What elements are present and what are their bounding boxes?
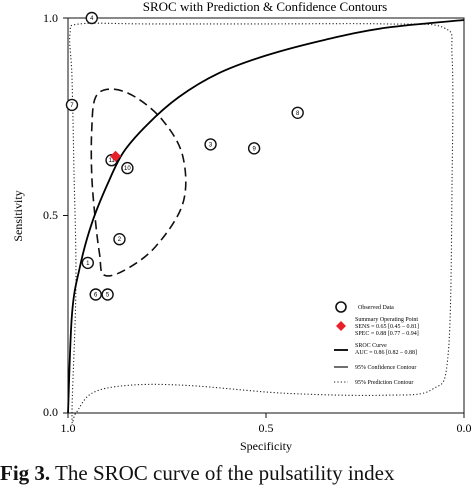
legend-confidence-label: 95% Confidence Contour (355, 364, 416, 371)
study-point-6 (89, 288, 102, 301)
legend-summary-marker (336, 321, 346, 331)
study-point-label-7: 7 (70, 103, 74, 109)
prediction-contour (69, 22, 454, 424)
y-tick-label-05: 0.5 (43, 208, 58, 222)
confidence-contour (90, 88, 187, 277)
study-point-4 (85, 11, 98, 25)
study-point-label-9: 9 (252, 146, 256, 152)
legend-sroc-title: SROC Curve (355, 343, 387, 349)
y-tick-label-1: 1.0 (43, 11, 58, 25)
study-point-label-2: 2 (118, 237, 122, 243)
legend-summary-spec: SPEC = 0.88 [0.77 – 0.94] (355, 331, 419, 337)
y-tick-label-0: 0.0 (43, 405, 58, 419)
legend-prediction-label: 95% Prediction Contour (355, 380, 413, 386)
legend-observed-label: Observed Data (358, 305, 394, 311)
legend-sroc-auc: AUC = 0.86 [0.82 – 0.88] (355, 350, 417, 356)
study-point-label-5: 5 (106, 293, 110, 299)
legend-summary-title: Summary Operating Point (355, 317, 418, 323)
x-axis-label: Specificity (240, 439, 292, 453)
observed-points: 1 2 3 4 5 6 7 8 9 10 11 (65, 11, 304, 301)
legend-observed-marker (335, 301, 347, 313)
caption-prefix: Fig 3. (0, 461, 51, 485)
study-point-9 (247, 142, 261, 155)
study-point-5 (101, 288, 114, 301)
legend: Observed Data Summary Operating Point SE… (334, 301, 419, 386)
x-tick-label-05: 0.5 (259, 421, 274, 435)
study-point-label-10: 10 (124, 166, 131, 172)
study-point-label-8: 8 (296, 111, 300, 117)
study-point-label-4: 4 (90, 16, 94, 22)
x-tick-label-0: 0.0 (457, 421, 472, 435)
study-point-10 (121, 161, 134, 175)
study-point-2 (113, 232, 126, 246)
axis-ticks (63, 17, 465, 418)
study-point-label-11: 11 (108, 158, 115, 164)
legend-summary-sens: SENS = 0.65 [0.45 – 0.81] (355, 324, 419, 330)
study-point-3 (204, 138, 217, 151)
summary-operating-point (110, 150, 122, 162)
sroc-figure: SROC with Prediction & Confidence Contou… (11, 0, 472, 453)
caption-text: The SROC curve of the pulsatility index (50, 461, 395, 485)
x-tick-label-1: 1.0 (61, 421, 76, 435)
study-point-7 (65, 98, 79, 112)
sroc-curve (67, 19, 465, 414)
chart-title: SROC with Prediction & Confidence Contou… (143, 0, 387, 14)
figure-caption: Fig 3. The SROC curve of the pulsatility… (0, 461, 474, 486)
study-point-8 (291, 106, 304, 120)
study-point-label-6: 6 (94, 293, 98, 299)
study-point-label-1: 1 (86, 261, 90, 267)
study-point-label-3: 3 (209, 142, 213, 148)
study-point-1 (81, 256, 95, 270)
y-axis-label: Sensitivity (11, 190, 25, 241)
